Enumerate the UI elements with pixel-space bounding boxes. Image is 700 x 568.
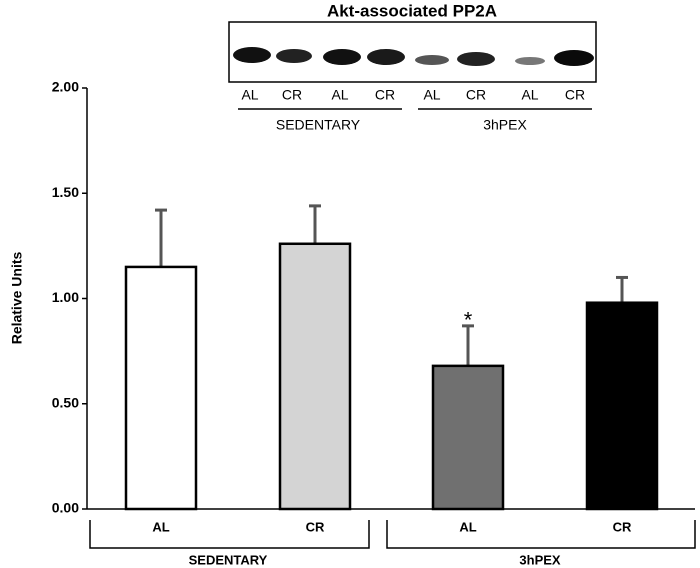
x-tick-label: CR xyxy=(613,519,632,534)
lane-label: CR xyxy=(282,87,302,103)
x-brackets xyxy=(89,520,696,549)
blot-group-label: 3hPEX xyxy=(483,117,527,133)
lane-label: AL xyxy=(241,87,258,103)
lane-label: AL xyxy=(331,87,348,103)
bar xyxy=(124,265,198,511)
y-tick-label: 0.50 xyxy=(52,394,79,410)
bar xyxy=(585,301,659,511)
significance-mark: * xyxy=(464,308,473,333)
y-tick-label: 1.50 xyxy=(52,184,79,200)
bar xyxy=(278,242,352,511)
blot-image xyxy=(228,21,597,110)
lane-label: CR xyxy=(466,87,486,103)
bar xyxy=(431,364,505,511)
blot-title: Akt-associated PP2A xyxy=(327,1,497,20)
x-tick-label: AL xyxy=(459,519,476,534)
blot-group-label: SEDENTARY xyxy=(276,117,361,133)
lane-label: CR xyxy=(565,87,585,103)
y-tick-label: 1.00 xyxy=(52,289,79,305)
y-axis-label: Relative Units xyxy=(9,251,25,344)
lane-label: AL xyxy=(521,87,538,103)
lane-label: AL xyxy=(423,87,440,103)
lane-label: CR xyxy=(375,87,395,103)
y-tick-label: 2.00 xyxy=(52,79,79,95)
y-tick-label: 0.00 xyxy=(52,500,79,516)
x-tick-label: AL xyxy=(152,519,169,534)
group-label: 3hPEX xyxy=(519,552,561,567)
x-tick-label: CR xyxy=(306,519,325,534)
group-label: SEDENTARY xyxy=(189,552,268,567)
